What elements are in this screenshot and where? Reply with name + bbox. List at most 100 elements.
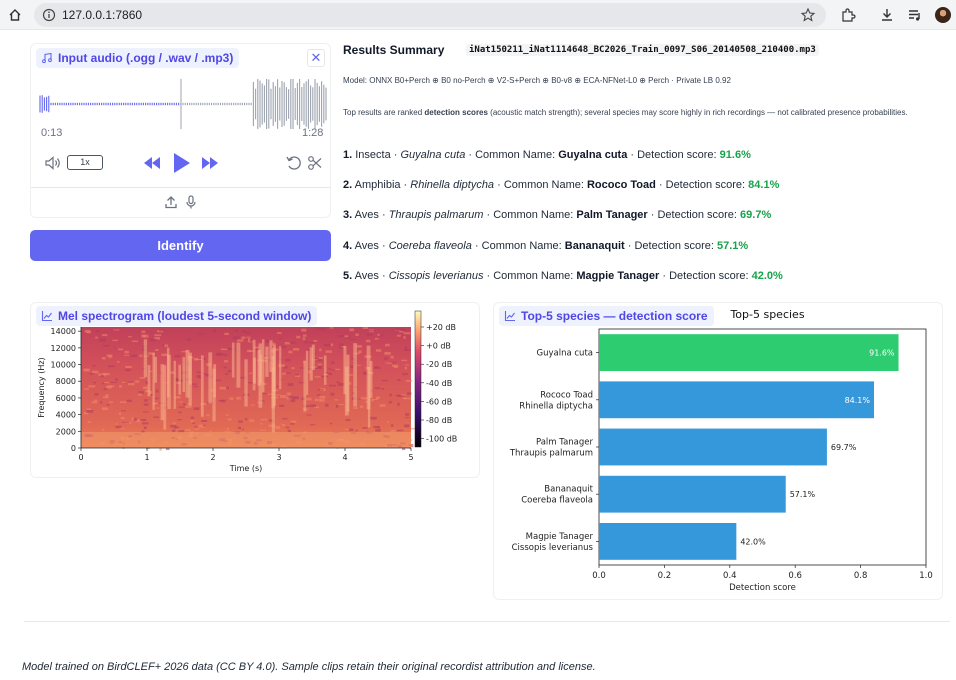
bar-chart-panel: Top-5 species — detection score Top-5 sp… xyxy=(493,302,943,600)
mel-spectrogram: 0 2000 4000 6000 8000 10000 12000 14000 0 1 2 3 4 5 Ti… xyxy=(37,310,457,473)
y-tick-label: 6000 xyxy=(56,394,76,403)
colorbar-tick-label: +0 dB xyxy=(426,342,451,351)
bar xyxy=(599,522,737,560)
result-class: Aves xyxy=(354,239,379,252)
result-item: 4. Aves · Coereba flaveola · Common Name… xyxy=(343,239,749,252)
music-note-icon xyxy=(42,52,52,64)
volume-icon[interactable] xyxy=(44,155,62,171)
result-item: 5. Aves · Cissopis leverianus · Common N… xyxy=(343,269,783,282)
result-score: 42.0% xyxy=(751,269,783,282)
x-tick-label: 1 xyxy=(144,453,149,462)
result-score-prefix: · Detection score: xyxy=(627,239,718,252)
result-common-name: Magpie Tanager xyxy=(576,269,660,282)
y-tick-label: 12000 xyxy=(51,344,76,353)
colorbar-tick-label: +20 dB xyxy=(426,323,456,332)
result-scientific-name: Rhinella diptycha xyxy=(410,179,495,192)
results-title: Results Summary xyxy=(343,43,445,57)
result-class: Amphibia xyxy=(354,179,401,192)
x-tick-label: 1.0 xyxy=(919,571,933,581)
result-score: 69.7% xyxy=(740,209,772,222)
spectrogram-axes: 0 2000 4000 6000 8000 10000 12000 14000 0 1 2 3 4 5 Ti… xyxy=(37,327,414,473)
category-label: Guyalna cuta xyxy=(537,349,593,359)
x-tick-label: 2 xyxy=(210,453,215,462)
y-tick-label: 8000 xyxy=(56,377,76,386)
colorbar-tick-label: -20 dB xyxy=(426,360,452,369)
home-icon[interactable] xyxy=(8,8,22,22)
spectrogram-panel: Mel spectrogram (loudest 5-second window… xyxy=(30,302,480,478)
result-item: 2. Amphibia · Rhinella diptycha · Common… xyxy=(343,179,780,192)
x-tick-label: 0.2 xyxy=(658,571,672,581)
y-tick-label: 0 xyxy=(71,444,76,453)
bar-value-label: 57.1% xyxy=(790,490,816,499)
fast-forward-icon[interactable] xyxy=(201,156,219,170)
result-item: 3. Aves · Thraupis palmarum · Common Nam… xyxy=(343,209,772,222)
chart-icon xyxy=(504,311,515,322)
category-label: Rococo Toad xyxy=(540,390,593,400)
clear-audio-button[interactable]: ✕ xyxy=(307,49,325,67)
x-axis-label: Detection score xyxy=(729,583,796,593)
result-scientific-name: Coereba flaveola xyxy=(388,239,472,252)
x-axis-label: Time (s) xyxy=(229,464,263,473)
audio-input-label: Input audio (.ogg / .wav / .mp3) xyxy=(36,48,240,68)
rewind-icon[interactable] xyxy=(143,156,161,170)
results-note-text: Top results are ranked xyxy=(343,108,425,117)
x-tick-label: 3 xyxy=(276,453,281,462)
y-axis-label: Frequency (Hz) xyxy=(37,357,46,417)
y-tick-label: 14000 xyxy=(51,327,76,336)
microphone-icon[interactable] xyxy=(185,195,197,209)
browser-toolbar: 127.0.0.1:7860 xyxy=(0,0,956,30)
media-queue-icon[interactable] xyxy=(907,7,923,23)
download-icon[interactable] xyxy=(879,7,895,23)
reset-icon[interactable] xyxy=(286,155,302,171)
result-scientific-name: Thraupis palmarum xyxy=(388,209,484,222)
results-note: Top results are ranked detection scores … xyxy=(343,104,943,121)
profile-avatar[interactable] xyxy=(935,7,951,23)
audio-divider xyxy=(31,187,330,188)
results-filename: iNat150211_iNat1114648_BC2026_Train_0097… xyxy=(466,44,819,56)
bar-value-label: 91.6% xyxy=(869,349,895,358)
bar-chart-label-text: Top-5 species — detection score xyxy=(521,309,708,323)
top5-bar-chart: Top-5 species 91.6% Guyalna cuta 84.1% Rococ… xyxy=(509,308,933,593)
colorbar-tick-label: -60 dB xyxy=(426,397,452,406)
site-info-icon[interactable] xyxy=(42,8,56,22)
footer-divider xyxy=(24,621,950,622)
y-tick-label: 4000 xyxy=(56,411,76,420)
result-common-name: Palm Tanager xyxy=(576,209,648,222)
colorbar xyxy=(414,310,422,448)
category-label: Coereba flaveola xyxy=(521,496,593,506)
trim-scissors-icon[interactable] xyxy=(307,155,323,171)
result-common-name: Rococo Toad xyxy=(586,179,656,192)
category-label: Magpie Tanager xyxy=(526,532,594,542)
play-icon[interactable] xyxy=(173,152,191,174)
x-tick-label: 0.8 xyxy=(854,571,868,581)
current-time: 0:13 xyxy=(41,127,63,139)
result-score-prefix: · Detection score: xyxy=(630,149,720,161)
model-description: Model: ONNX B0+Perch ⊕ B0 no-Perch ⊕ V2-… xyxy=(343,76,731,85)
results-note-text-end: (acoustic match strength); several speci… xyxy=(487,108,908,117)
y-tick-label: 2000 xyxy=(56,427,76,436)
identify-button[interactable]: Identify xyxy=(30,230,331,261)
chart-title: Top-5 species xyxy=(729,308,804,321)
playback-speed-button[interactable]: 1x xyxy=(67,155,103,170)
x-tick-label: 0.6 xyxy=(788,571,802,581)
bookmark-star-icon[interactable] xyxy=(800,7,816,23)
bar-value-label: 69.7% xyxy=(831,443,857,452)
result-class: Aves xyxy=(354,209,379,222)
upload-icon[interactable] xyxy=(164,195,178,209)
category-label: Thraupis palmarum xyxy=(509,449,593,459)
audio-waveform[interactable] xyxy=(38,79,328,129)
extensions-icon[interactable] xyxy=(840,7,856,23)
result-common-prefix: · Common Name: xyxy=(486,209,577,222)
bar xyxy=(599,381,875,419)
category-label: Bananaquit xyxy=(544,485,593,495)
url-text[interactable]: 127.0.0.1:7860 xyxy=(62,8,143,22)
bar xyxy=(599,475,786,513)
bar xyxy=(599,428,827,466)
bar-value-label: 42.0% xyxy=(740,537,766,546)
address-bar[interactable]: 127.0.0.1:7860 xyxy=(34,3,826,27)
result-common-name: Guyalna cuta xyxy=(558,149,628,161)
audio-input-label-text: Input audio (.ogg / .wav / .mp3) xyxy=(58,51,234,65)
x-tick-label: 0.0 xyxy=(592,571,606,581)
result-score: 91.6% xyxy=(719,149,751,161)
category-label: Rhinella diptycha xyxy=(519,401,593,411)
